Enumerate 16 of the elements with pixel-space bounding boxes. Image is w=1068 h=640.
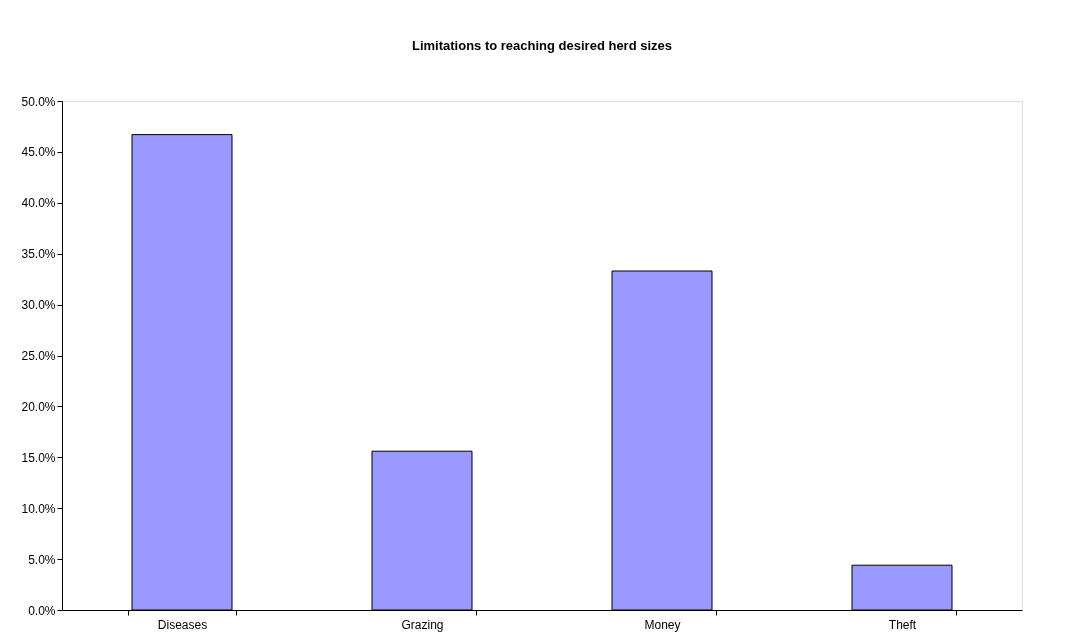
y-tick-label: 15.0%: [21, 450, 56, 465]
y-tick-label: 50.0%: [21, 94, 56, 109]
chart-title: Limitations to reaching desired herd sizes: [411, 38, 673, 53]
x-tick-label: Money: [644, 617, 681, 632]
y-tick-label: 45.0%: [21, 145, 56, 160]
x-tick-label: Theft: [888, 617, 917, 632]
x-tick-label: Diseases: [157, 617, 208, 632]
y-tick-label: 5.0%: [28, 552, 56, 567]
y-tick-label: 25.0%: [21, 349, 56, 363]
y-tick-label: 30.0%: [21, 298, 56, 313]
y-tick-label: 20.0%: [21, 399, 56, 414]
y-tick-label: 35.0%: [21, 247, 56, 262]
x-tick-label: Grazing: [401, 617, 444, 632]
y-tick-label: 0.0%: [28, 603, 56, 618]
y-tick-label: 40.0%: [21, 196, 56, 211]
y-tick-label: 10.0%: [21, 501, 56, 516]
